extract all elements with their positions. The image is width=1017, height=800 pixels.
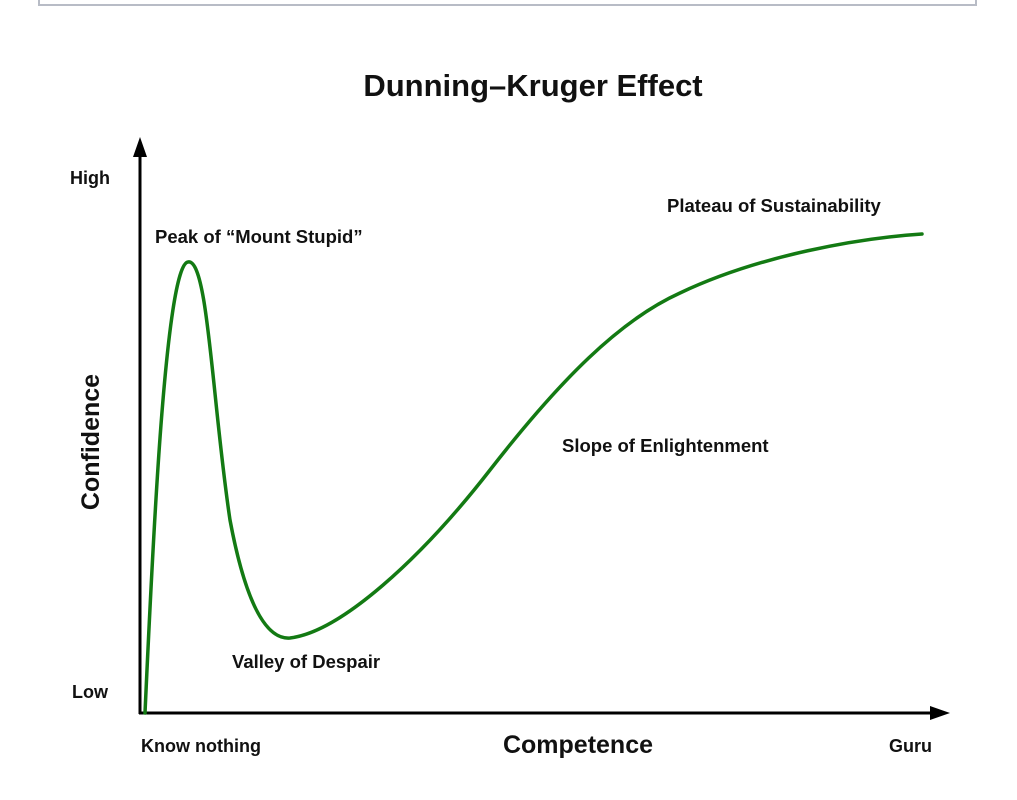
y-axis-title: Confidence xyxy=(77,374,105,510)
y-axis-arrowhead xyxy=(133,137,147,157)
plateau-annotation: Plateau of Sustainability xyxy=(667,195,882,216)
confidence-curve xyxy=(143,232,924,715)
top-frame-border xyxy=(38,0,977,6)
x-high-label: Guru xyxy=(889,736,932,756)
x-low-label: Know nothing xyxy=(141,736,261,756)
diagram-title: Dunning–Kruger Effect xyxy=(363,68,702,103)
x-axis-arrowhead xyxy=(930,706,950,720)
x-axis-title: Competence xyxy=(503,731,653,759)
slope-annotation: Slope of Enlightenment xyxy=(562,435,769,456)
peak-annotation: Peak of “Mount Stupid” xyxy=(155,226,363,247)
valley-annotation: Valley of Despair xyxy=(232,651,380,672)
y-low-label: Low xyxy=(72,682,109,702)
y-high-label: High xyxy=(70,168,110,188)
